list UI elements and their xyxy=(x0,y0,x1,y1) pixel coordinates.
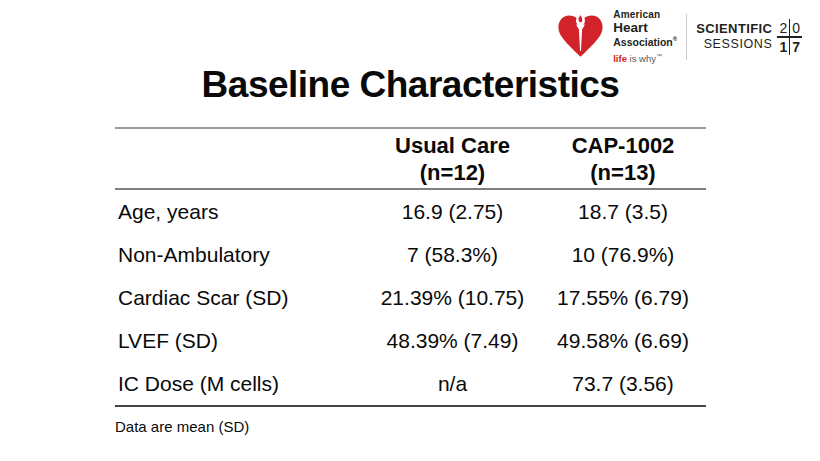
sessions-label: SESSIONS xyxy=(696,37,772,53)
aha-heart-torch-icon xyxy=(557,11,604,63)
row-label: Cardiac Scar (SD) xyxy=(115,286,365,310)
header-cap-1002: CAP-1002 (n=13) xyxy=(540,132,706,186)
aha-wordmark: American Heart Association® life is why™ xyxy=(613,10,677,63)
aha-tagline: life is why™ xyxy=(613,53,677,64)
row-label: LVEF (SD) xyxy=(115,329,365,353)
footnote: Data are mean (SD) xyxy=(115,418,249,435)
aha-word-association: Association® xyxy=(613,36,677,47)
row-label: Non-Ambulatory xyxy=(115,243,365,267)
scientific-label: SCIENTIFIC xyxy=(696,21,772,37)
scientific-sessions-wordmark: SCIENTIFIC SESSIONS xyxy=(696,21,772,53)
cap-1002-value: 49.58% (6.69) xyxy=(540,329,706,353)
aha-word-american: American xyxy=(613,10,677,20)
table-row-non-ambulatory: Non-Ambulatory 7 (58.3%) 10 (76.9%) xyxy=(115,233,706,276)
trademark-mark: ™ xyxy=(656,53,662,59)
year-row-17: 17 xyxy=(777,38,802,55)
row-label: Age, years xyxy=(115,200,365,224)
usual-care-value: 21.39% (10.75) xyxy=(365,286,540,310)
aha-scientific-sessions-logo: American Heart Association® life is why™… xyxy=(557,9,802,65)
usual-care-value: 16.9 (2.75) xyxy=(365,200,540,224)
baseline-characteristics-table: Usual Care (n=12) CAP-1002 (n=13) Age, y… xyxy=(115,127,706,407)
cap-1002-value: 10 (76.9%) xyxy=(540,243,706,267)
cap-1002-value: 18.7 (3.5) xyxy=(540,200,706,224)
table-header-row: Usual Care (n=12) CAP-1002 (n=13) xyxy=(115,127,706,190)
table-row-ic-dose: IC Dose (M cells) n/a 73.7 (3.56) xyxy=(115,362,706,407)
year-row-20: 20 xyxy=(777,19,802,38)
logo-divider xyxy=(686,14,687,60)
usual-care-value: 7 (58.3%) xyxy=(365,243,540,267)
scientific-sessions-logo: SCIENTIFIC SESSIONS 20 17 xyxy=(696,19,802,55)
usual-care-value: 48.39% (7.49) xyxy=(365,329,540,353)
table-row-age: Age, years 16.9 (2.75) 18.7 (3.5) xyxy=(115,190,706,233)
page-title: Baseline Characteristics xyxy=(115,64,706,106)
aha-word-heart: Heart xyxy=(613,21,677,35)
cap-1002-value: 17.55% (6.79) xyxy=(540,286,706,310)
table-row-cardiac-scar: Cardiac Scar (SD) 21.39% (10.75) 17.55% … xyxy=(115,276,706,319)
registered-mark: ® xyxy=(673,36,677,42)
usual-care-value: n/a xyxy=(365,372,540,396)
sessions-year-2017: 20 17 xyxy=(777,19,802,55)
row-label: IC Dose (M cells) xyxy=(115,372,365,396)
cap-1002-value: 73.7 (3.56) xyxy=(540,372,706,396)
header-usual-care: Usual Care (n=12) xyxy=(365,132,540,186)
table-row-lvef: LVEF (SD) 48.39% (7.49) 49.58% (6.69) xyxy=(115,319,706,362)
